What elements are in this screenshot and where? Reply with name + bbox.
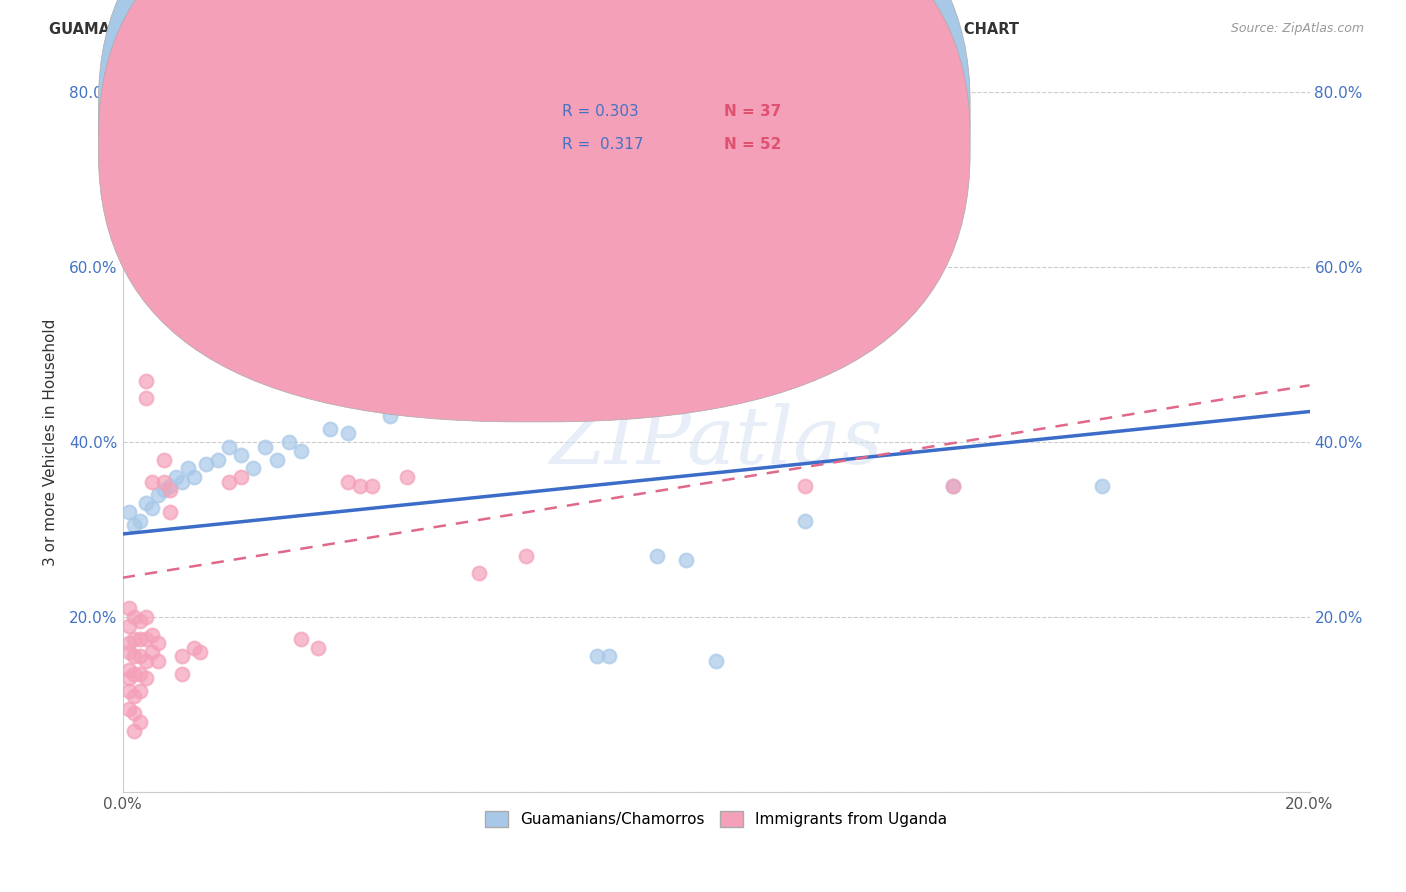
Point xyxy=(117,663,139,677)
Point xyxy=(148,488,170,502)
Point xyxy=(170,649,193,664)
Point xyxy=(378,409,401,423)
Point xyxy=(177,461,200,475)
Point xyxy=(129,615,152,629)
Point xyxy=(124,649,146,664)
Point xyxy=(231,448,253,462)
Point xyxy=(360,479,382,493)
Point xyxy=(135,671,157,685)
Point xyxy=(141,500,163,515)
Point xyxy=(170,475,193,489)
Point xyxy=(942,479,965,493)
Point xyxy=(242,461,264,475)
Text: Source: ZipAtlas.com: Source: ZipAtlas.com xyxy=(1230,22,1364,36)
Point xyxy=(135,374,157,388)
Point xyxy=(396,470,419,484)
Point xyxy=(586,649,609,664)
Point xyxy=(124,689,146,703)
Point xyxy=(159,505,181,519)
Point xyxy=(307,640,329,655)
Point xyxy=(165,470,187,484)
Point xyxy=(337,426,360,441)
Point xyxy=(129,649,152,664)
Point xyxy=(117,645,139,659)
Legend: Guamanians/Chamorros, Immigrants from Uganda: Guamanians/Chamorros, Immigrants from Ug… xyxy=(479,805,953,833)
Point xyxy=(942,479,965,493)
Point xyxy=(141,475,163,489)
Point xyxy=(117,619,139,633)
Point xyxy=(159,479,181,493)
Point xyxy=(135,632,157,646)
Point xyxy=(170,666,193,681)
Point xyxy=(207,452,229,467)
Text: GUAMANIAN/CHAMORRO VS IMMIGRANTS FROM UGANDA 3 OR MORE VEHICLES IN HOUSEHOLD COR: GUAMANIAN/CHAMORRO VS IMMIGRANTS FROM UG… xyxy=(49,22,1019,37)
Point xyxy=(598,649,620,664)
Point xyxy=(183,470,205,484)
Point xyxy=(153,452,176,467)
Point xyxy=(153,483,176,498)
Point xyxy=(129,684,152,698)
Point xyxy=(645,549,668,563)
Point xyxy=(527,309,550,323)
Text: R = 0.303: R = 0.303 xyxy=(562,104,640,119)
Point xyxy=(794,479,817,493)
Text: ZIPatlas: ZIPatlas xyxy=(550,403,883,481)
Point xyxy=(194,457,217,471)
Point xyxy=(153,475,176,489)
Point xyxy=(218,440,240,454)
Point xyxy=(794,514,817,528)
Point xyxy=(218,475,240,489)
Point xyxy=(437,291,460,305)
Point xyxy=(135,654,157,668)
Point xyxy=(183,640,205,655)
Point xyxy=(117,684,139,698)
Point xyxy=(135,496,157,510)
Point xyxy=(141,645,163,659)
Point xyxy=(129,714,152,729)
Point xyxy=(117,636,139,650)
Point xyxy=(277,435,299,450)
Point xyxy=(148,654,170,668)
Point xyxy=(129,632,152,646)
Point xyxy=(349,479,371,493)
Point xyxy=(456,252,478,266)
Point xyxy=(515,549,537,563)
Point xyxy=(124,518,146,533)
Point xyxy=(231,470,253,484)
Point xyxy=(396,312,419,326)
Point xyxy=(188,645,211,659)
Point xyxy=(129,514,152,528)
Point xyxy=(704,654,727,668)
Text: N = 37: N = 37 xyxy=(724,104,782,119)
Point xyxy=(135,392,157,406)
Point xyxy=(290,443,312,458)
Point xyxy=(337,475,360,489)
Text: N = 52: N = 52 xyxy=(724,137,782,152)
Point xyxy=(124,610,146,624)
Point xyxy=(266,452,288,467)
Point xyxy=(124,666,146,681)
Point xyxy=(129,666,152,681)
Point xyxy=(124,723,146,738)
Point xyxy=(290,632,312,646)
Point xyxy=(117,601,139,615)
Point xyxy=(159,483,181,498)
Point xyxy=(117,702,139,716)
Point xyxy=(675,553,697,567)
Point xyxy=(148,636,170,650)
Point xyxy=(498,356,520,370)
Point xyxy=(135,610,157,624)
Text: R =  0.317: R = 0.317 xyxy=(562,137,644,152)
Point xyxy=(467,566,489,581)
Point xyxy=(141,627,163,641)
Point xyxy=(117,505,139,519)
Point xyxy=(124,706,146,721)
Y-axis label: 3 or more Vehicles in Household: 3 or more Vehicles in Household xyxy=(44,318,58,566)
Point xyxy=(253,440,276,454)
Point xyxy=(117,671,139,685)
Point xyxy=(1091,479,1114,493)
Point xyxy=(124,632,146,646)
Point xyxy=(319,422,342,436)
